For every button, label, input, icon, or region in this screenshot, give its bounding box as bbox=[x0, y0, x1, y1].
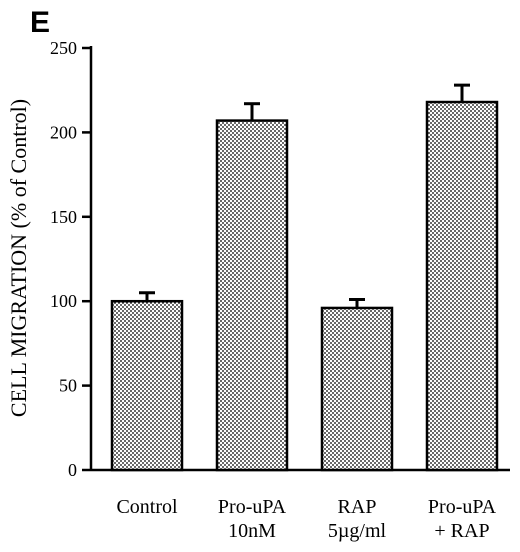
bar bbox=[320, 306, 394, 472]
x-category-label: 10nM bbox=[228, 520, 276, 542]
x-category-label: 5µg/ml bbox=[328, 520, 387, 542]
panel-label: E bbox=[30, 6, 50, 39]
x-category-label: Pro-uPA bbox=[218, 496, 287, 518]
y-tick-label: 250 bbox=[50, 38, 77, 58]
bar bbox=[110, 299, 184, 472]
y-ticks-group: 0 50 100 150 200 250 bbox=[50, 38, 91, 480]
x-category-label: Control bbox=[116, 496, 178, 518]
bars-group bbox=[110, 100, 499, 472]
bar bbox=[215, 119, 289, 472]
y-tick-label: 100 bbox=[50, 291, 77, 311]
x-category-label: + RAP bbox=[434, 520, 489, 542]
x-category-label: RAP bbox=[338, 496, 377, 518]
y-tick-label: 150 bbox=[50, 207, 77, 227]
x-category-label: Pro-uPA bbox=[428, 496, 497, 518]
y-axis-title: CELL MIGRATION (% of Control) bbox=[6, 99, 31, 417]
y-tick-label: 200 bbox=[50, 122, 77, 142]
y-tick-label: 50 bbox=[59, 376, 77, 396]
y-tick-label: 0 bbox=[68, 460, 77, 480]
bar bbox=[425, 100, 499, 472]
error-bars-group bbox=[139, 83, 470, 308]
